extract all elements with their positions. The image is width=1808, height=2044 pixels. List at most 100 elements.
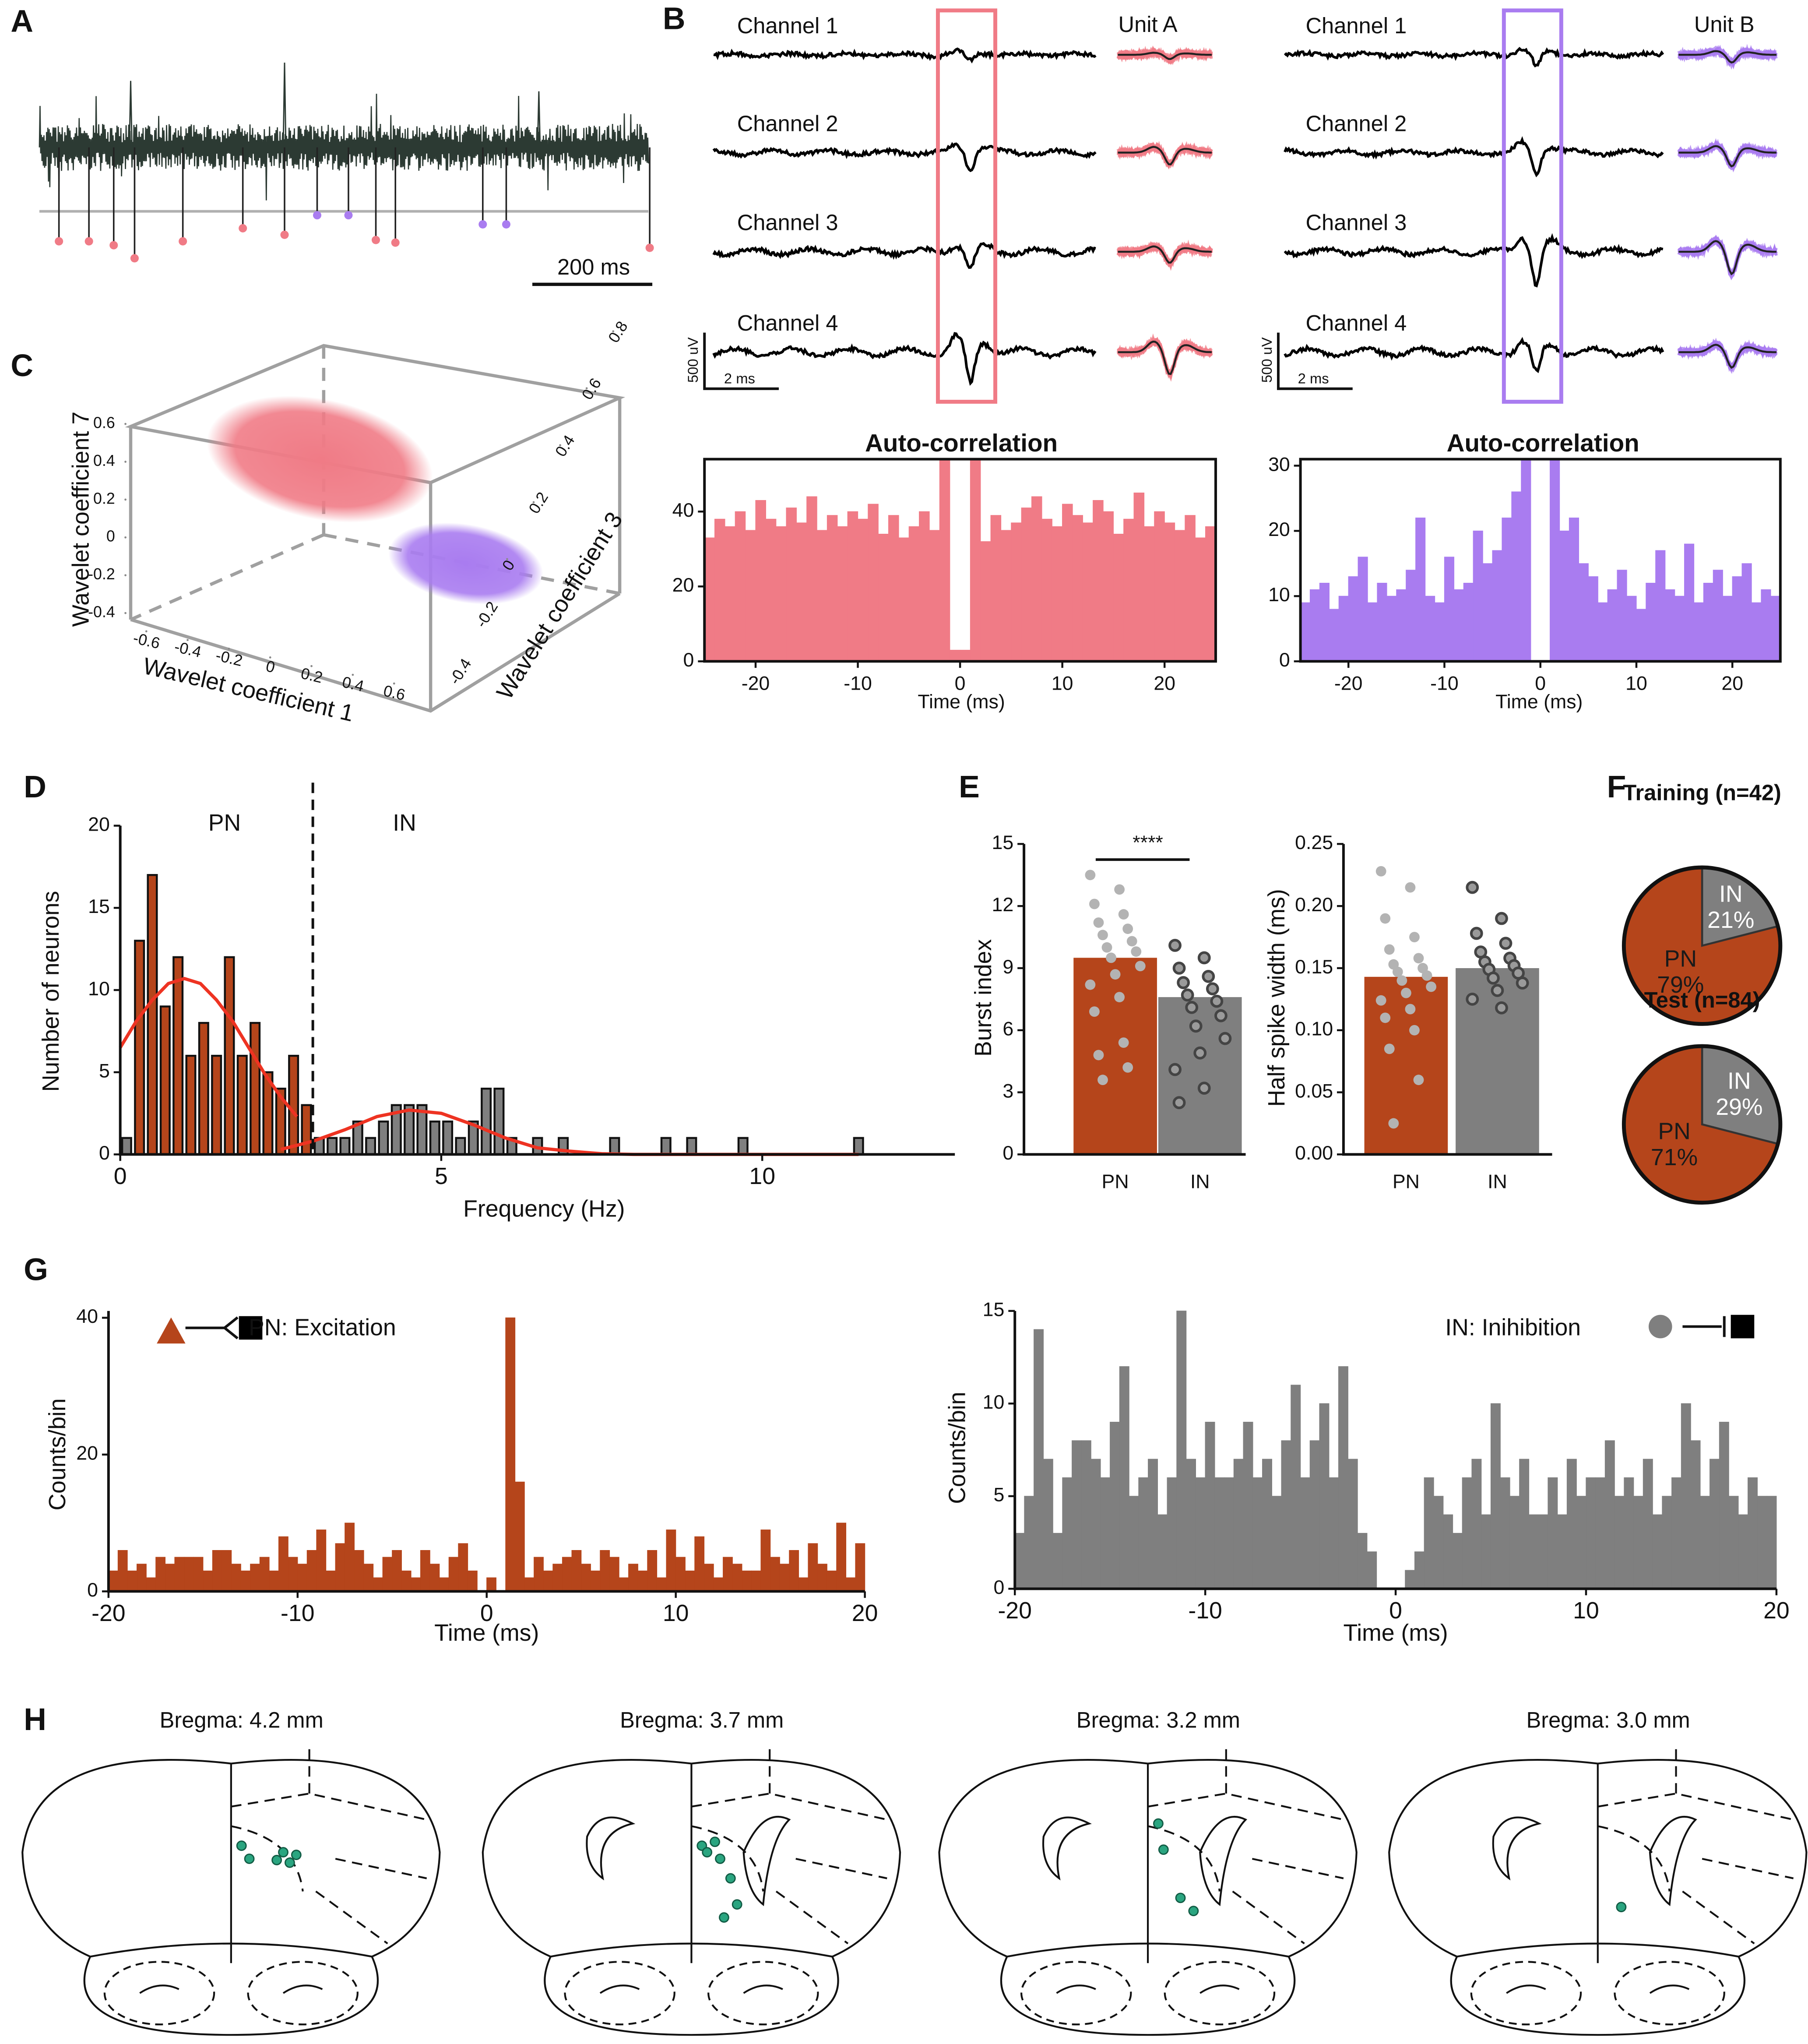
y-tick-label: 40: [76, 1306, 98, 1327]
data-point: [1097, 930, 1108, 941]
z-tick-label: 0.2: [93, 490, 115, 507]
y-tick-label: 0: [994, 1577, 1005, 1598]
bar: [960, 650, 971, 662]
y-tick-label: 12: [992, 894, 1014, 916]
bar: [1471, 1459, 1482, 1589]
panel-label: E: [959, 769, 980, 804]
bar: [1617, 570, 1627, 662]
bar: [240, 1570, 251, 1592]
data-point: [1131, 946, 1142, 957]
x-tick-label: 0: [480, 1600, 493, 1626]
bar: [429, 1121, 440, 1156]
chart-title: Training (n=42): [1623, 780, 1781, 805]
panel-label: C: [11, 348, 33, 383]
bar: [735, 511, 746, 662]
bar: [134, 940, 145, 1156]
slice-value: 79%: [1657, 972, 1704, 998]
y-tick-label: 0.05: [1295, 1080, 1333, 1102]
bar: [429, 1564, 440, 1592]
brain-lower: [1006, 1942, 1289, 1958]
bar: [686, 1137, 697, 1156]
data-point: [1101, 942, 1112, 953]
brain-outline: [1388, 1759, 1808, 2036]
bar: [1052, 526, 1063, 662]
bar: [714, 518, 725, 662]
scale-bar: [1277, 332, 1353, 390]
bar: [1738, 1514, 1748, 1589]
bar: [817, 1564, 827, 1592]
x-tick-label: PN: [1393, 1171, 1420, 1193]
bar: [1090, 1459, 1101, 1589]
data-point: [1118, 1037, 1129, 1048]
x-tick-label: 5: [435, 1163, 448, 1189]
bar: [1281, 1440, 1291, 1589]
bar: [847, 511, 858, 662]
x-tick-label: 20: [1154, 673, 1175, 694]
data-point: [1189, 1019, 1203, 1033]
bar: [1167, 1477, 1177, 1589]
spike-dot: [130, 254, 139, 263]
bar: [325, 1570, 336, 1592]
spike-dot: [391, 238, 400, 247]
tick-mark: [228, 648, 230, 650]
bar: [259, 1557, 270, 1592]
ventricle: [1649, 1984, 1690, 1994]
bar: [198, 1022, 209, 1156]
bar: [1757, 1496, 1767, 1589]
tick-mark: [506, 558, 508, 560]
data-point: [1499, 937, 1513, 950]
spike-up: [129, 62, 541, 148]
bar: [765, 518, 777, 662]
x-tick-label: -10: [1430, 673, 1459, 694]
bar: [827, 1570, 837, 1592]
recording-site: [285, 1857, 295, 1868]
bar: [184, 1557, 194, 1592]
y-tick-label: 9: [1002, 956, 1013, 978]
bar: [1133, 492, 1145, 662]
bar: [442, 1121, 454, 1156]
bar: [779, 1564, 790, 1592]
bar: [1300, 1477, 1310, 1589]
bar: [172, 956, 184, 1156]
data-point: [1122, 1062, 1133, 1073]
recording-site: [291, 1850, 302, 1860]
data-point: [1486, 971, 1500, 985]
bar: [656, 1577, 667, 1592]
data-point: [1122, 923, 1133, 934]
bar: [1338, 596, 1349, 662]
data-point: [1405, 882, 1416, 893]
data-point: [1197, 1082, 1211, 1095]
recording-site: [710, 1836, 720, 1847]
bar: [908, 526, 920, 662]
tick-mark: [269, 656, 271, 659]
x-tick-label: 20: [852, 1600, 878, 1626]
x-tick-label: 0: [114, 1163, 127, 1189]
tick-mark: [310, 665, 313, 667]
synapse: [1682, 1316, 1726, 1337]
bar: [1031, 496, 1042, 662]
bar: [1509, 1496, 1520, 1589]
data-point: [1185, 1001, 1199, 1014]
bar: [1034, 1329, 1044, 1589]
bar: [1062, 504, 1073, 662]
recording-site: [244, 1854, 255, 1864]
spike-dot: [55, 237, 63, 246]
raw-trace: [39, 94, 649, 201]
annotation: PN: Excitation: [249, 1315, 396, 1341]
bar: [666, 1529, 676, 1592]
data-point: [1126, 936, 1137, 947]
bar: [378, 1121, 389, 1156]
bar: [288, 1557, 298, 1592]
bar: [786, 507, 797, 662]
panel-label: A: [11, 4, 33, 39]
bar: [1748, 1477, 1758, 1589]
z-tick-label: -0.2: [88, 565, 115, 583]
ventricle: [282, 1984, 323, 1994]
data-point: [1106, 952, 1116, 963]
bar: [888, 515, 899, 662]
y-tick-label: 20: [88, 814, 110, 835]
bar: [137, 1564, 147, 1592]
brain-region: [103, 1961, 215, 2026]
recording-site: [271, 1855, 282, 1865]
bar: [1633, 1496, 1644, 1589]
